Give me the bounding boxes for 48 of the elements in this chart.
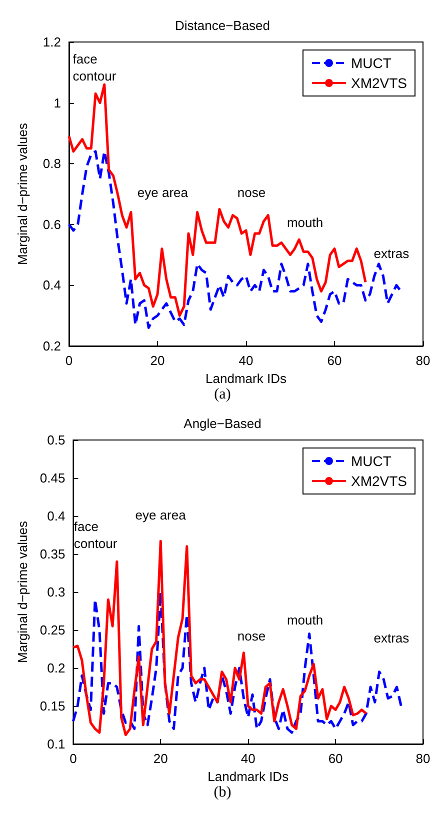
y-tick-label: 0.6	[42, 216, 61, 232]
y-tick-label: 0.4	[42, 278, 61, 293]
y-tick-label: 1	[54, 95, 61, 110]
y-tick-label: 0.2	[47, 660, 66, 676]
x-tick-label: 20	[153, 751, 168, 766]
y-tick-label: 0.2	[42, 338, 61, 354]
y-tick-label: 1.2	[42, 34, 61, 50]
annotation: nose	[237, 184, 266, 200]
x-tick-label: 80	[416, 751, 430, 766]
annotation: mouth	[286, 215, 324, 230]
chart-title: Distance−Based	[174, 18, 270, 33]
x-tick-label: 0	[65, 353, 73, 368]
x-tick-label: 40	[238, 353, 254, 368]
annotation: extras	[374, 630, 410, 646]
legend-label: XM2VTS	[350, 473, 407, 489]
y-tick-label: 0.25	[40, 622, 66, 638]
x-tick-label: 60	[327, 353, 342, 368]
chart-title: Angle−Based	[184, 416, 262, 431]
y-tick-label: 0.35	[40, 546, 66, 562]
legend-label: XM2VTS	[350, 75, 407, 91]
annotation: eye area	[135, 508, 187, 523]
annotation: mouth	[286, 612, 324, 628]
annotation: face contour	[74, 518, 118, 551]
y-tick-label: 0.15	[40, 698, 66, 714]
x-tick-label: 40	[240, 751, 256, 766]
x-axis-title: Landmark IDs	[206, 370, 287, 386]
text: (a)	[214, 386, 231, 402]
legend-label: MUCT	[350, 453, 392, 469]
y-axis-title: Marginal d−prime values	[15, 122, 30, 265]
y-tick-label: 0.5	[47, 432, 66, 448]
text: (b)	[214, 784, 232, 800]
x-tick-label: 20	[150, 353, 165, 368]
y-tick-label: 0.1	[47, 736, 66, 752]
legend-label: MUCT	[350, 55, 392, 71]
line-series	[72, 540, 368, 736]
x-tick-label: 0	[70, 751, 77, 766]
annotation: nose	[237, 628, 266, 644]
x-axis-title: Landmark IDs	[208, 768, 290, 784]
y-tick-label: 0.45	[40, 470, 66, 486]
annotation: extras	[374, 246, 410, 262]
y-tick-label: 0.4	[47, 508, 66, 524]
x-tick-label: 80	[416, 353, 430, 368]
y-tick-label: 0.8	[42, 156, 61, 172]
y-tick-label: 0.3	[47, 584, 66, 600]
annotation: face contour	[72, 52, 117, 84]
annotation: eye area	[137, 184, 189, 200]
x-tick-label: 60	[328, 751, 343, 766]
y-axis-title: Marginal d−prime values	[15, 520, 30, 663]
